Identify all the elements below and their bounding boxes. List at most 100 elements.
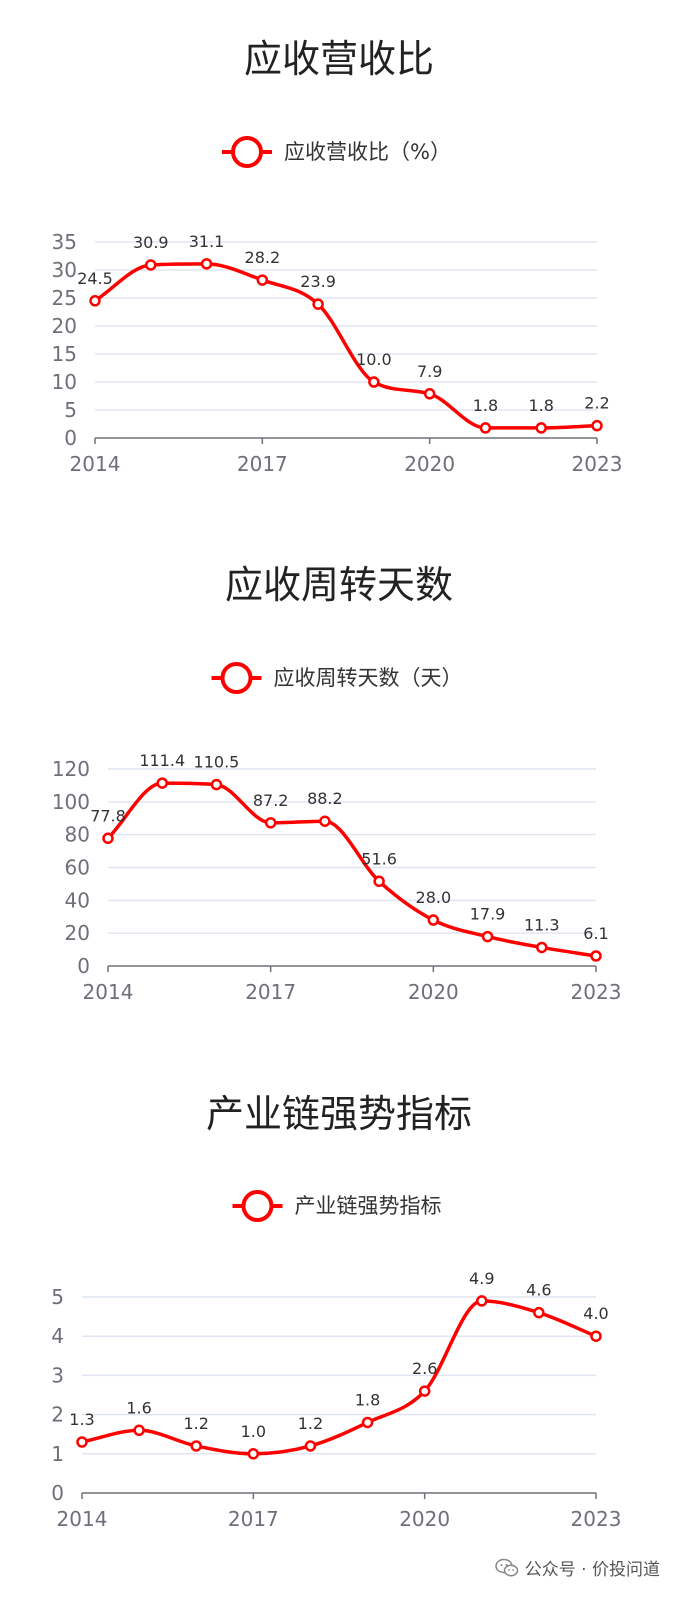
data-label: 87.2 [253,791,289,810]
x-tick-label: 2017 [228,1507,279,1531]
data-label: 1.2 [298,1414,323,1433]
x-tick-label: 2017 [237,452,288,476]
data-label: 1.8 [528,396,553,415]
data-point[interactable] [427,914,440,926]
y-tick-label: 0 [51,1481,64,1505]
y-tick-label: 40 [65,888,90,912]
data-point[interactable] [591,419,603,432]
data-point[interactable] [102,832,114,845]
legend-marker [241,1190,274,1222]
x-tick-label: 2023 [572,452,623,476]
series-line [94,262,598,430]
x-tick-label: 2020 [408,980,459,1004]
data-label: 77.8 [90,806,126,825]
y-tick-label: 1 [51,1442,64,1466]
x-tick-label: 2023 [571,980,622,1004]
data-point[interactable] [361,1416,374,1429]
y-tick-label: 2 [51,1403,64,1427]
data-label: 51.6 [361,849,397,868]
chart-title: 应收周转天数 [225,563,453,607]
y-tick-label: 5 [51,1285,64,1309]
y-tick-label: 120 [52,757,90,781]
data-label: 1.2 [183,1414,208,1433]
legend[interactable]: 产业链强势指标 [232,1190,442,1222]
x-tick-label: 2020 [404,452,455,476]
data-point[interactable] [190,1440,202,1452]
data-label: 31.1 [189,232,225,251]
data-point[interactable] [536,941,548,954]
data-label: 11.3 [524,915,560,934]
x-tick-label: 2014 [57,1507,108,1531]
y-tick-label: 4 [51,1324,64,1348]
data-label: 7.9 [417,362,442,381]
y-tick-label: 20 [65,921,90,945]
data-label: 1.0 [241,1422,266,1441]
legend-label: 应收营收比（%） [284,140,451,164]
data-point[interactable] [373,875,385,888]
legend[interactable]: 应收周转天数（天） [211,662,463,694]
wechat-icon [495,1558,519,1576]
data-point[interactable] [368,376,380,388]
data-point[interactable] [418,1385,431,1397]
data-point[interactable] [312,298,324,310]
data-label: 23.9 [300,272,336,291]
data-point[interactable] [533,1306,545,1319]
data-point[interactable] [247,1448,260,1460]
legend-marker [220,662,253,694]
y-tick-label: 100 [52,790,90,814]
data-label: 1.3 [69,1410,94,1429]
y-tick-label: 25 [52,286,77,310]
data-label: 10.0 [356,350,392,369]
data-label: 1.6 [126,1398,151,1417]
data-point[interactable] [256,274,269,286]
x-tick-label: 2014 [70,452,121,476]
data-point[interactable] [319,815,331,827]
series-line [106,781,597,958]
data-label: 1.8 [355,1390,380,1409]
data-point[interactable] [476,1295,488,1307]
data-point[interactable] [145,259,157,271]
data-label: 110.5 [194,753,240,772]
legend-label: 应收周转天数（天） [274,666,463,690]
y-tick-label: 15 [52,342,77,366]
data-point[interactable] [479,422,492,434]
data-point[interactable] [535,422,547,434]
legend-marker [231,136,263,168]
data-label: 1.8 [473,396,498,415]
chart-title: 应收营收比 [244,37,434,81]
y-tick-label: 30 [52,258,77,282]
data-point[interactable] [133,1424,145,1437]
data-point[interactable] [590,1330,602,1342]
data-label: 4.9 [469,1269,494,1288]
data-point[interactable] [210,778,223,791]
y-tick-label: 60 [65,856,90,880]
data-point[interactable] [89,295,101,307]
y-tick-label: 35 [52,230,77,254]
data-point[interactable] [304,1440,317,1452]
data-label: 6.1 [583,924,608,943]
data-label: 2.2 [584,394,609,413]
data-point[interactable] [423,388,436,400]
data-point[interactable] [590,950,602,962]
x-tick-label: 2020 [399,1507,450,1531]
watermark: 公众号 · 价投问道 [495,1555,660,1580]
data-point[interactable] [200,258,213,270]
y-tick-label: 10 [52,370,77,394]
x-tick-label: 2017 [245,980,296,1004]
data-label: 30.9 [133,233,169,252]
y-tick-label: 3 [51,1363,64,1387]
data-label: 4.6 [526,1281,551,1300]
y-tick-label: 0 [64,426,77,450]
data-point[interactable] [76,1436,88,1448]
data-point[interactable] [156,777,168,789]
legend[interactable]: 应收营收比（%） [222,136,451,168]
data-point[interactable] [481,930,494,943]
series-line [81,1299,597,1456]
y-tick-label: 80 [65,823,90,847]
data-label: 2.6 [412,1359,437,1378]
data-point[interactable] [264,817,277,829]
